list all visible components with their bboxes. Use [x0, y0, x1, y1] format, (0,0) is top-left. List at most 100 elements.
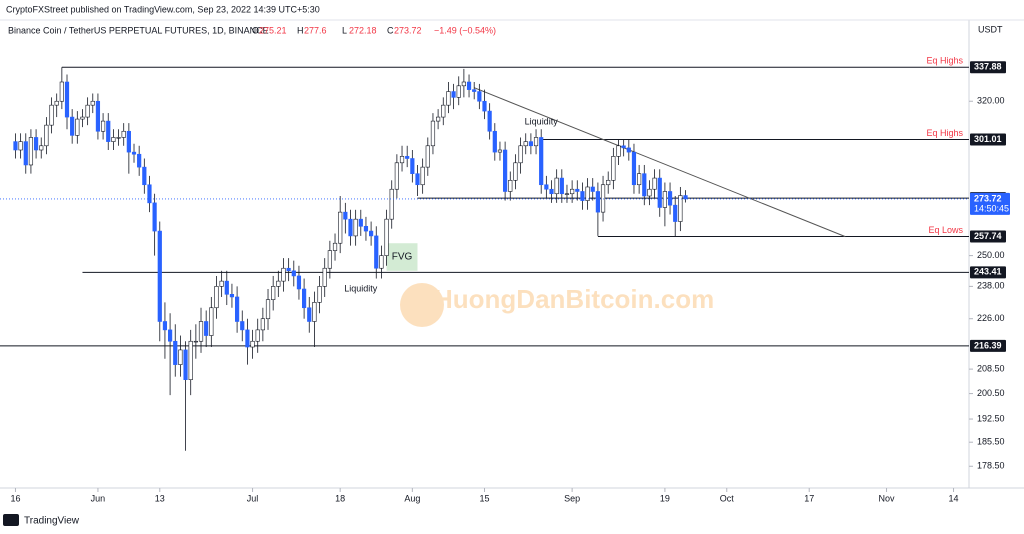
ohlc-value: 273.72 — [394, 25, 422, 35]
candle-body — [255, 329, 260, 342]
trendline — [474, 87, 846, 238]
candle-body — [188, 340, 193, 381]
fvg-box — [386, 243, 418, 271]
candle-body — [580, 191, 585, 201]
candle-body — [178, 349, 183, 365]
y-tick-label: 250.00 — [977, 250, 1005, 260]
candle-body — [322, 267, 327, 287]
candle-body — [523, 141, 528, 147]
y-tick-label: 226.00 — [977, 313, 1005, 323]
candle-body — [162, 321, 168, 331]
candle-body — [85, 104, 90, 118]
y-tick-label: 192.50 — [977, 413, 1005, 423]
candle-body — [528, 141, 533, 147]
level-note: Eq Highs — [926, 128, 963, 138]
candle-body — [260, 318, 265, 331]
candle-body — [121, 130, 126, 138]
candle-body — [508, 179, 513, 192]
candle-body — [379, 255, 384, 269]
x-tick-label: Nov — [879, 493, 896, 503]
candle-body — [358, 218, 363, 227]
candle-body — [142, 166, 147, 186]
watermark: HuongDanBitcoin.com — [400, 283, 714, 327]
ohlc-key: H — [297, 25, 304, 35]
level-label: 257.74 — [974, 231, 1002, 241]
candle-body — [503, 149, 508, 192]
candle-body — [430, 120, 436, 147]
x-tick-label: 14 — [949, 493, 959, 503]
candle-body — [363, 225, 369, 232]
candle-body — [276, 280, 281, 287]
candle-body — [533, 137, 539, 147]
candle-body — [193, 340, 198, 343]
candle-body — [637, 173, 642, 186]
candle-body — [399, 156, 405, 164]
y-tick-label: 185.50 — [977, 437, 1005, 447]
watermark-logo — [400, 283, 444, 327]
candle-body — [90, 100, 95, 106]
candle-body — [590, 186, 595, 192]
candle-body — [461, 81, 466, 87]
candle-body — [482, 100, 487, 112]
candle-body — [183, 349, 188, 381]
x-tick-label: 16 — [10, 493, 20, 503]
candle-body — [209, 307, 214, 336]
x-tick-label: Sep — [564, 493, 580, 503]
candle-body — [95, 100, 101, 132]
candle-body — [436, 116, 441, 122]
legend-header: Binance Coin / TetherUS PERPETUAL FUTURE… — [8, 25, 496, 35]
watermark-text: HuongDanBitcoin.com — [434, 284, 714, 314]
candle-body — [415, 173, 420, 186]
candle-body — [18, 141, 23, 151]
candle-body — [683, 195, 688, 200]
candle-body — [49, 104, 54, 126]
candle-body — [70, 116, 75, 136]
candle-body — [477, 91, 482, 102]
candle-body — [111, 137, 116, 142]
level-label: 301.01 — [974, 134, 1002, 144]
candle-body — [492, 130, 497, 153]
candle-body — [544, 184, 549, 190]
candle-body — [626, 147, 631, 153]
candle-body — [100, 120, 106, 132]
y-tick-label: 200.50 — [977, 388, 1005, 398]
last-price-label: 273.72 — [974, 193, 1002, 203]
candle-body — [539, 137, 544, 186]
candle-body — [343, 211, 348, 220]
x-tick-label: 19 — [660, 493, 670, 503]
plot: 178.50 185.50 192.50 200.50 208.50 226.00 238.… — [0, 56, 1010, 503]
candle-body — [147, 184, 152, 204]
candle-body — [549, 188, 554, 195]
candle-body — [167, 329, 173, 342]
unit: USDT — [978, 24, 1003, 34]
ohlc-key: O — [252, 25, 259, 35]
x-tick-label: 15 — [479, 493, 489, 503]
ohlc-value: 272.18 — [349, 25, 377, 35]
candle-body — [54, 100, 59, 106]
ohlc-key: L — [342, 25, 347, 35]
candle-body — [44, 124, 49, 147]
candle-body — [497, 149, 503, 153]
x-tick-label: 17 — [804, 493, 814, 503]
y-tick-label: 238.00 — [977, 281, 1005, 291]
candle-body — [219, 280, 224, 287]
candle-body — [234, 296, 240, 322]
candle-body — [23, 141, 28, 166]
candle-body — [647, 188, 652, 197]
x-tick-label: 13 — [155, 493, 165, 503]
candle-body — [131, 151, 137, 155]
candle-body — [420, 166, 425, 186]
candle-body — [332, 242, 338, 251]
candle-body — [595, 191, 600, 213]
candle-body — [296, 275, 302, 290]
candle-body — [585, 186, 590, 201]
candle-body — [389, 188, 394, 220]
candle-body — [405, 156, 410, 159]
candle-body — [456, 85, 461, 98]
candle-body — [28, 137, 34, 166]
y-tick-label: 178.50 — [977, 461, 1005, 471]
candle-body — [425, 145, 430, 168]
candle-body — [662, 191, 667, 208]
level-box — [970, 266, 1006, 279]
candle-body — [13, 141, 18, 151]
